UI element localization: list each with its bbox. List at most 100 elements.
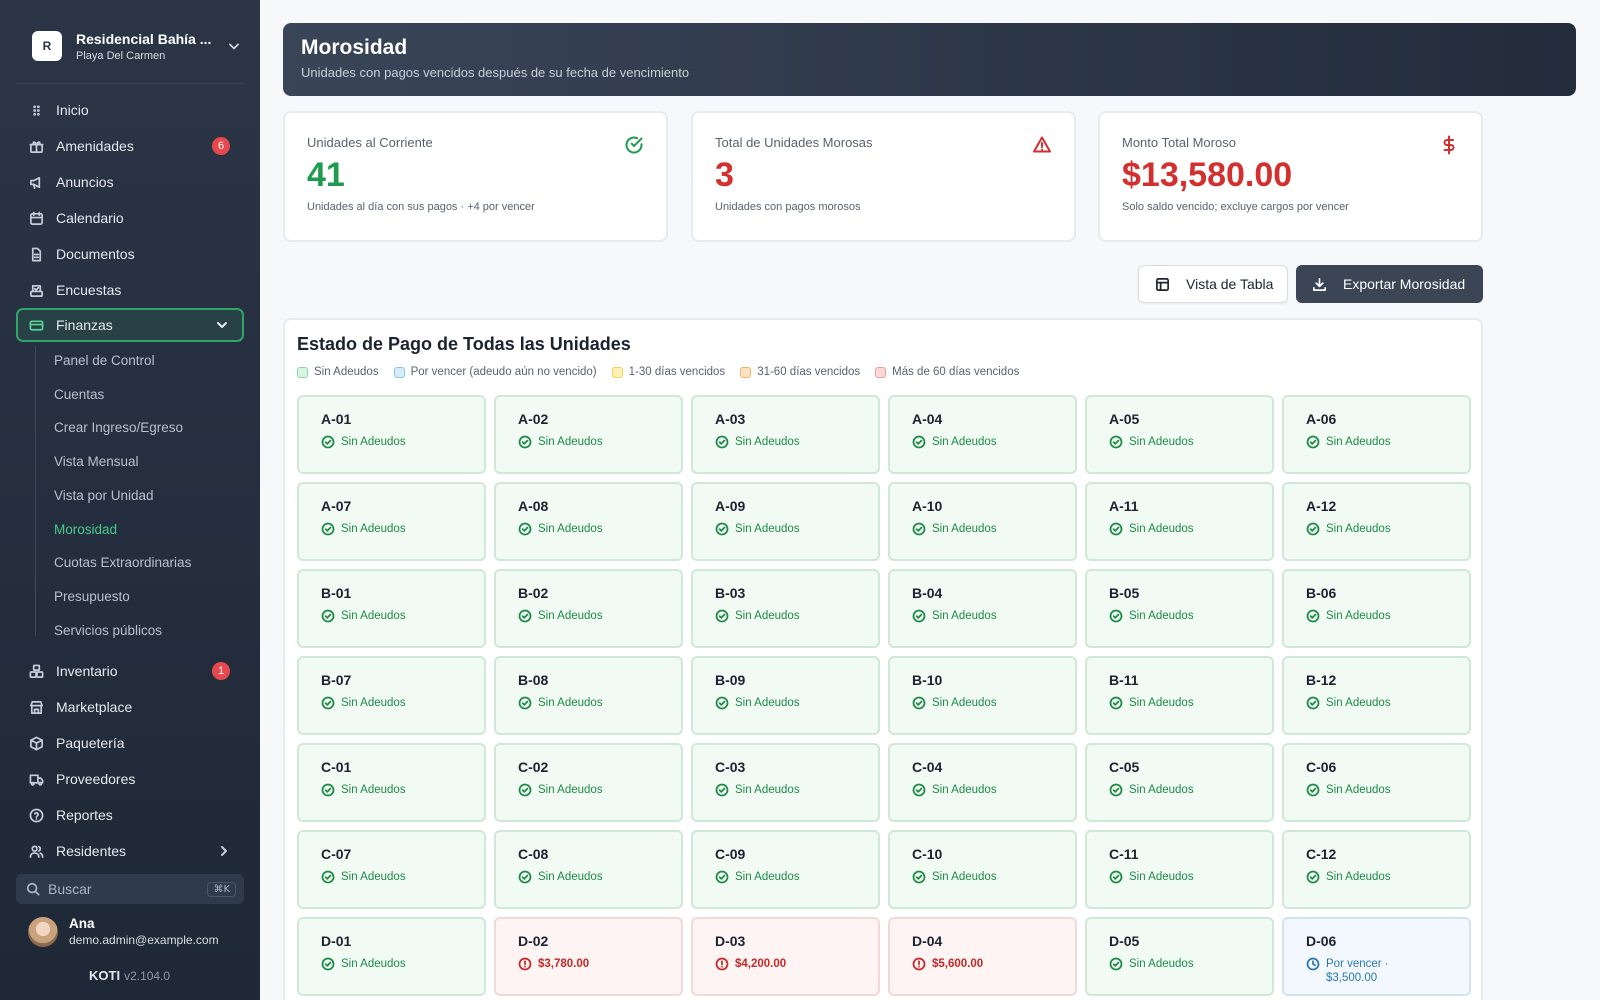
unit-status: Sin Adeudos xyxy=(912,870,1053,884)
unit-card[interactable]: A-11 Sin Adeudos xyxy=(1085,482,1274,561)
nav-paqueteria[interactable]: Paquetería xyxy=(16,726,244,760)
unit-card[interactable]: B-01 Sin Adeudos xyxy=(297,569,486,648)
unit-card[interactable]: C-12 Sin Adeudos xyxy=(1282,830,1471,909)
unit-card[interactable]: C-11 Sin Adeudos xyxy=(1085,830,1274,909)
unit-code: C-10 xyxy=(912,846,943,862)
unit-code: D-01 xyxy=(321,933,352,949)
unit-card[interactable]: A-03 Sin Adeudos xyxy=(691,395,880,474)
unit-card[interactable]: A-06 Sin Adeudos xyxy=(1282,395,1471,474)
nav-anuncios[interactable]: Anuncios xyxy=(16,165,244,199)
sub-vista-por-unidad[interactable]: Vista por Unidad xyxy=(54,488,154,503)
unit-card[interactable]: D-02 $3,780.00 xyxy=(494,917,683,996)
nav-finanzas[interactable]: Finanzas xyxy=(16,308,244,342)
unit-card[interactable]: B-12 Sin Adeudos xyxy=(1282,656,1471,735)
unit-card[interactable]: A-05 Sin Adeudos xyxy=(1085,395,1274,474)
unit-card[interactable]: D-06 Por vencer · $3,500.00 xyxy=(1282,917,1471,996)
sub-presupuesto[interactable]: Presupuesto xyxy=(54,589,130,604)
nav-inventario[interactable]: Inventario 1 xyxy=(16,654,244,688)
sub-crear-ingreso-egreso[interactable]: Crear Ingreso/Egreso xyxy=(54,420,184,435)
truck-icon xyxy=(28,771,44,787)
unit-status: Sin Adeudos xyxy=(1306,522,1447,536)
unit-card[interactable]: C-10 Sin Adeudos xyxy=(888,830,1077,909)
unit-card[interactable]: B-02 Sin Adeudos xyxy=(494,569,683,648)
unit-status-text: $5,600.00 xyxy=(932,958,984,970)
unit-code: A-10 xyxy=(912,498,943,514)
stat-value: $13,580.00 xyxy=(1122,156,1293,194)
nav-residentes[interactable]: Residentes xyxy=(16,834,244,868)
unit-card[interactable]: D-03 $4,200.00 xyxy=(691,917,880,996)
user-info: Ana demo.admin@example.com xyxy=(69,916,219,947)
sub-vista-mensual[interactable]: Vista Mensual xyxy=(54,454,139,469)
clock-icon xyxy=(1306,957,1326,971)
nav-encuestas[interactable]: Encuestas xyxy=(16,273,244,307)
unit-status: Sin Adeudos xyxy=(321,609,462,623)
unit-card[interactable]: C-01 Sin Adeudos xyxy=(297,743,486,822)
search-input[interactable] xyxy=(48,881,188,897)
unit-card[interactable]: C-04 Sin Adeudos xyxy=(888,743,1077,822)
unit-card[interactable]: C-02 Sin Adeudos xyxy=(494,743,683,822)
unit-card[interactable]: B-08 Sin Adeudos xyxy=(494,656,683,735)
unit-card[interactable]: C-08 Sin Adeudos xyxy=(494,830,683,909)
unit-status-text: Sin Adeudos xyxy=(538,697,603,709)
unit-card[interactable]: A-07 Sin Adeudos xyxy=(297,482,486,561)
unit-card[interactable]: A-04 Sin Adeudos xyxy=(888,395,1077,474)
unit-card[interactable]: B-10 Sin Adeudos xyxy=(888,656,1077,735)
unit-card[interactable]: A-10 Sin Adeudos xyxy=(888,482,1077,561)
unit-card[interactable]: B-09 Sin Adeudos xyxy=(691,656,880,735)
unit-status: Sin Adeudos xyxy=(1306,696,1447,710)
check-circle-icon xyxy=(1109,957,1129,971)
sub-panel-de-control[interactable]: Panel de Control xyxy=(54,353,155,368)
unit-card[interactable]: A-02 Sin Adeudos xyxy=(494,395,683,474)
unit-card[interactable]: A-09 Sin Adeudos xyxy=(691,482,880,561)
unit-card[interactable]: B-05 Sin Adeudos xyxy=(1085,569,1274,648)
org-location: Playa Del Carmen xyxy=(76,49,166,62)
unit-card[interactable]: C-07 Sin Adeudos xyxy=(297,830,486,909)
nav-calendario[interactable]: Calendario xyxy=(16,201,244,235)
user-profile[interactable]: Ana demo.admin@example.com xyxy=(28,916,219,947)
unit-card[interactable]: C-05 Sin Adeudos xyxy=(1085,743,1274,822)
unit-code: C-06 xyxy=(1306,759,1337,775)
unit-card[interactable]: D-01 Sin Adeudos xyxy=(297,917,486,996)
org-switcher[interactable]: R Residencial Bahía ... Playa Del Carmen xyxy=(16,18,244,74)
unit-card[interactable]: C-06 Sin Adeudos xyxy=(1282,743,1471,822)
unit-card[interactable]: B-04 Sin Adeudos xyxy=(888,569,1077,648)
sub-morosidad[interactable]: Morosidad xyxy=(54,522,118,537)
unit-card[interactable]: B-06 Sin Adeudos xyxy=(1282,569,1471,648)
unit-card[interactable]: D-04 $5,600.00 xyxy=(888,917,1077,996)
check-circle-icon xyxy=(518,783,538,797)
unit-card[interactable]: A-12 Sin Adeudos xyxy=(1282,482,1471,561)
unit-status-text: Sin Adeudos xyxy=(1326,610,1391,622)
sub-cuentas[interactable]: Cuentas xyxy=(54,387,105,402)
nav-amenidades[interactable]: Amenidades 6 xyxy=(16,129,244,163)
nav-reportes[interactable]: Reportes xyxy=(16,798,244,832)
legend-label: Sin Adeudos xyxy=(314,366,379,378)
nav-marketplace[interactable]: Marketplace xyxy=(16,690,244,724)
check-circle-icon xyxy=(518,522,538,536)
unit-card[interactable]: B-03 Sin Adeudos xyxy=(691,569,880,648)
unit-card[interactable]: C-03 Sin Adeudos xyxy=(691,743,880,822)
nav-documentos[interactable]: Documentos xyxy=(16,237,244,271)
check-circle-icon xyxy=(1109,696,1129,710)
unit-card[interactable]: A-08 Sin Adeudos xyxy=(494,482,683,561)
nav-proveedores[interactable]: Proveedores xyxy=(16,762,244,796)
nav-inicio[interactable]: Inicio xyxy=(16,93,244,127)
unit-status-text: $3,780.00 xyxy=(538,958,590,970)
store-icon xyxy=(28,699,44,715)
sub-cuotas-extraordinarias[interactable]: Cuotas Extraordinarias xyxy=(54,555,192,570)
export-button[interactable]: Exportar Morosidad xyxy=(1296,265,1483,303)
unit-status: Sin Adeudos xyxy=(321,870,462,884)
gift-icon xyxy=(28,138,44,154)
unit-card[interactable]: D-05 Sin Adeudos xyxy=(1085,917,1274,996)
nav-label: Residentes xyxy=(56,843,127,859)
sub-servicios-publicos[interactable]: Servicios públicos xyxy=(54,623,163,638)
org-info: Residencial Bahía ... Playa Del Carmen xyxy=(76,31,224,62)
unit-card[interactable]: B-11 Sin Adeudos xyxy=(1085,656,1274,735)
unit-card[interactable]: A-01 Sin Adeudos xyxy=(297,395,486,474)
nav-label: Amenidades xyxy=(56,138,134,154)
unit-code: C-03 xyxy=(715,759,746,775)
search-box[interactable]: ⌘K xyxy=(16,874,244,904)
unit-card[interactable]: C-09 Sin Adeudos xyxy=(691,830,880,909)
unit-status: Sin Adeudos xyxy=(321,783,462,797)
table-view-button[interactable]: Vista de Tabla xyxy=(1138,265,1288,303)
unit-card[interactable]: B-07 Sin Adeudos xyxy=(297,656,486,735)
